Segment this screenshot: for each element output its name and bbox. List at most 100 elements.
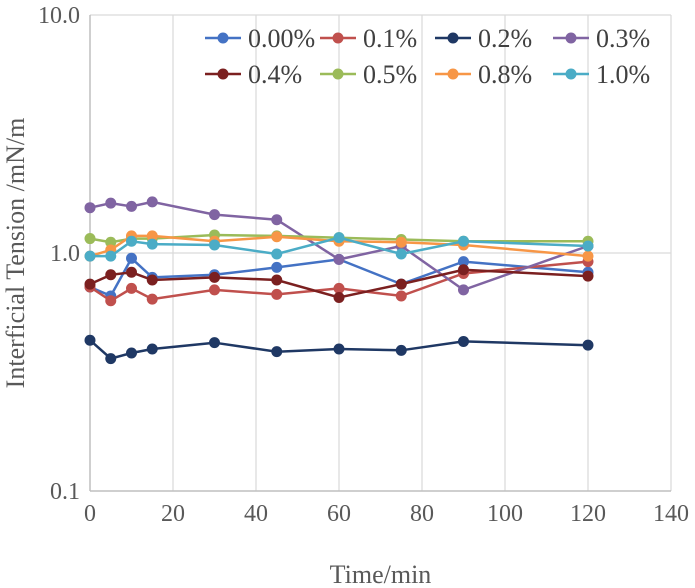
legend-marker xyxy=(332,68,344,80)
x-tick-label: 40 xyxy=(244,501,268,527)
y-axis-title: Interficial Tension /mN/m xyxy=(1,118,30,389)
x-tick-label: 100 xyxy=(487,501,523,527)
data-point xyxy=(105,269,117,281)
data-point xyxy=(458,284,469,296)
legend: 0.00% 0.1% 0.2% 0.3% 0.4% 0.5% 0.8% 1.0% xyxy=(205,24,650,89)
data-point xyxy=(582,250,594,262)
x-tick-label: 60 xyxy=(327,501,351,527)
legend-label: 0.8% xyxy=(478,60,532,89)
legend-label: 0.2% xyxy=(478,24,532,53)
data-point xyxy=(458,256,469,268)
data-point xyxy=(84,250,96,262)
legend-label: 0.00% xyxy=(248,24,315,53)
data-point xyxy=(395,248,407,260)
data-point xyxy=(333,232,345,244)
legend-entry: 0.4% xyxy=(205,60,302,89)
y-tick-label: 0.1 xyxy=(50,479,80,505)
data-point xyxy=(271,346,283,358)
legend-entry: 0.1% xyxy=(320,24,417,53)
legend-label: 0.1% xyxy=(363,24,417,53)
data-point xyxy=(146,230,158,242)
x-tick-label: 140 xyxy=(653,501,689,527)
data-point xyxy=(458,264,469,276)
legend-entry: 0.00% xyxy=(205,24,315,53)
x-tick-label: 120 xyxy=(570,501,606,527)
data-point xyxy=(126,347,137,359)
legend-label: 0.5% xyxy=(363,60,417,89)
data-point xyxy=(105,236,117,248)
legend-marker xyxy=(217,68,229,80)
data-point xyxy=(84,334,96,346)
legend-marker xyxy=(565,32,577,44)
legend-marker xyxy=(217,32,229,44)
series-line xyxy=(90,236,589,258)
series-line xyxy=(89,256,589,298)
legend-marker xyxy=(332,32,344,44)
data-point xyxy=(209,271,220,283)
series-1.0% xyxy=(84,232,594,262)
data-point xyxy=(126,235,137,247)
x-tick-label: 0 xyxy=(84,501,96,527)
legend-entry: 0.5% xyxy=(320,60,417,89)
data-point xyxy=(395,344,407,356)
legend-entry: 1.0% xyxy=(553,60,650,89)
series-line xyxy=(89,268,589,299)
data-point xyxy=(126,200,137,212)
data-point xyxy=(333,343,345,355)
data-point xyxy=(271,248,283,260)
data-point xyxy=(458,335,469,347)
data-point xyxy=(146,274,158,286)
data-point xyxy=(395,236,407,248)
legend-entry: 0.2% xyxy=(435,24,532,53)
series-line xyxy=(89,234,589,258)
legend-marker xyxy=(565,68,577,80)
x-tick-label: 20 xyxy=(161,501,185,527)
data-point xyxy=(209,284,220,296)
data-point xyxy=(458,235,469,247)
data-point xyxy=(146,343,158,355)
data-point xyxy=(126,252,137,264)
data-point xyxy=(582,339,594,351)
series-line xyxy=(89,233,588,244)
data-point xyxy=(333,292,345,304)
data-point xyxy=(105,353,117,365)
data-point xyxy=(84,202,96,214)
data-point xyxy=(271,214,283,226)
series-0.2% xyxy=(84,334,594,365)
x-axis-title: Time/min xyxy=(330,560,432,588)
data-point xyxy=(146,196,158,208)
data-point xyxy=(105,295,117,307)
legend-entry: 0.8% xyxy=(435,60,532,89)
data-point xyxy=(395,278,407,290)
data-point xyxy=(333,253,345,265)
data-point xyxy=(582,270,594,282)
series-line xyxy=(89,260,589,303)
data-point xyxy=(146,238,158,250)
legend-entry: 0.3% xyxy=(553,24,650,53)
y-tick-labels: 0.1 1.0 10.0 xyxy=(38,3,80,505)
legend-label: 0.4% xyxy=(248,60,302,89)
data-point xyxy=(209,239,220,251)
series-0.4% xyxy=(84,264,594,304)
data-point xyxy=(209,209,220,221)
series-line xyxy=(89,339,589,360)
y-tick-label: 1.0 xyxy=(50,241,80,267)
x-tick-label: 80 xyxy=(410,501,434,527)
legend-label: 1.0% xyxy=(596,60,650,89)
data-point xyxy=(395,290,407,302)
data-point xyxy=(271,288,283,300)
data-point xyxy=(84,233,96,245)
data-point xyxy=(271,231,283,243)
data-point xyxy=(105,250,117,262)
data-point xyxy=(271,261,283,273)
data-point xyxy=(146,293,158,305)
series-line xyxy=(89,200,589,292)
data-point xyxy=(105,197,117,209)
data-point xyxy=(271,274,283,286)
series-layer xyxy=(84,196,594,365)
legend-label: 0.3% xyxy=(596,24,650,53)
data-point xyxy=(84,278,96,290)
data-point xyxy=(126,282,137,294)
data-point xyxy=(333,282,345,294)
